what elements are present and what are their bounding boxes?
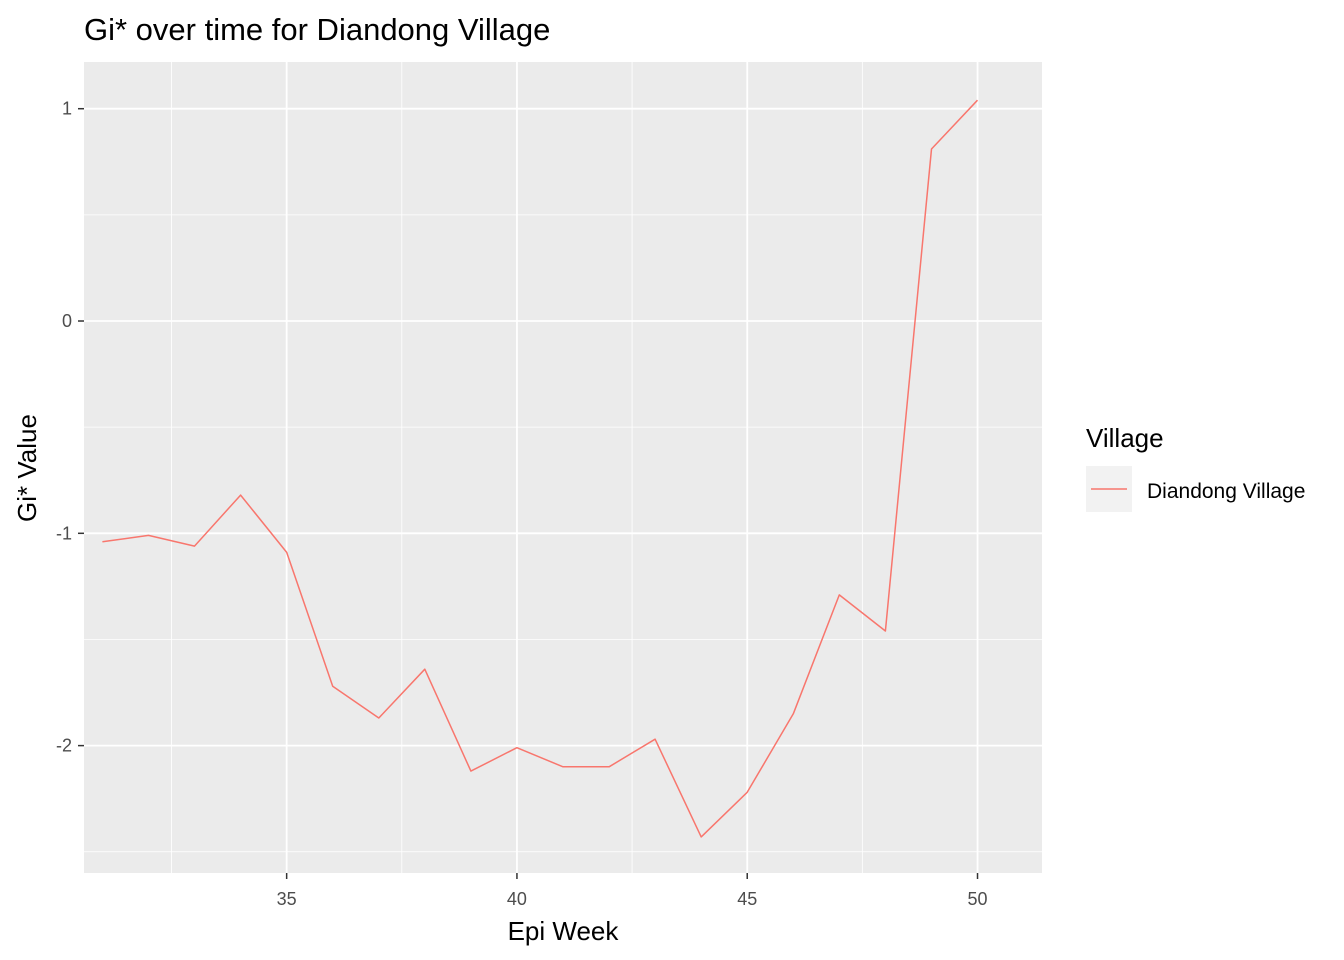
x-tick-label: 35 xyxy=(277,889,297,909)
data-point xyxy=(284,550,289,555)
data-point xyxy=(929,147,934,152)
data-point xyxy=(100,539,105,544)
data-point xyxy=(146,533,151,538)
legend-title: Village xyxy=(1086,423,1164,453)
minor-gridlines xyxy=(84,62,1042,873)
series-layer xyxy=(100,98,980,839)
data-point xyxy=(837,592,842,597)
y-tick-label: -1 xyxy=(56,523,72,543)
y-tick-label: 1 xyxy=(62,99,72,119)
data-point xyxy=(653,737,658,742)
plot-panel xyxy=(84,62,1042,873)
data-point xyxy=(422,667,427,672)
y-tick-label: 0 xyxy=(62,311,72,331)
y-axis-title: Gi* Value xyxy=(12,414,42,522)
data-point xyxy=(192,544,197,549)
data-point xyxy=(330,684,335,689)
x-tick-label: 50 xyxy=(968,889,988,909)
y-tick-label: -2 xyxy=(56,736,72,756)
data-point xyxy=(607,764,612,769)
data-point xyxy=(745,790,750,795)
major-gridlines xyxy=(84,62,1042,873)
data-point xyxy=(561,764,566,769)
data-point xyxy=(975,98,980,103)
data-point xyxy=(468,769,473,774)
x-tick-label: 40 xyxy=(507,889,527,909)
data-point xyxy=(699,834,704,839)
data-point xyxy=(883,628,888,633)
series-line xyxy=(102,99,979,838)
data-point xyxy=(376,716,381,721)
x-axis: 35 40 45 50 xyxy=(277,873,988,909)
x-tick-label: 45 xyxy=(737,889,757,909)
legend-label: Diandong Village xyxy=(1147,480,1305,503)
data-point xyxy=(238,493,243,498)
y-axis: -2 -1 0 1 xyxy=(56,99,84,756)
chart-title: Gi* over time for Diandong Village xyxy=(84,12,550,47)
data-point xyxy=(791,711,796,716)
data-point xyxy=(514,745,519,750)
legend: Village Diandong Village xyxy=(1086,423,1305,512)
x-axis-title: Epi Week xyxy=(508,916,620,946)
